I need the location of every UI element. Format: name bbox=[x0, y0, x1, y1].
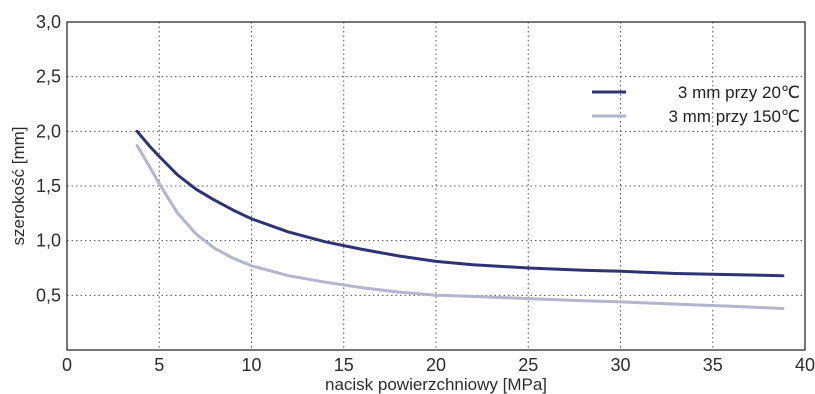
legend-label-20c: 3 mm przy 20℃ bbox=[678, 83, 800, 102]
grid-lines bbox=[67, 22, 805, 350]
x-tick-label: 0 bbox=[62, 355, 72, 375]
plot-frame bbox=[66, 21, 806, 351]
series-line-1 bbox=[135, 144, 785, 310]
y-tick-label: 2,0 bbox=[36, 121, 61, 141]
y-axis-ticks: 0,5 1,0 1,5 2,0 2,5 3,0 bbox=[36, 12, 61, 305]
legend-label-150c: 3 mm przy 150℃ bbox=[668, 107, 800, 126]
series-line-0 bbox=[135, 129, 785, 278]
x-tick-label: 20 bbox=[426, 355, 446, 375]
x-tick-label: 5 bbox=[154, 355, 164, 375]
y-tick-label: 2,5 bbox=[36, 67, 61, 87]
y-tick-label: 1,0 bbox=[36, 231, 61, 251]
x-tick-label: 30 bbox=[610, 355, 630, 375]
x-tick-label: 10 bbox=[241, 355, 261, 375]
series-lines bbox=[135, 129, 785, 310]
x-tick-label: 15 bbox=[334, 355, 354, 375]
x-axis-ticks: 0 5 10 15 20 25 30 35 40 bbox=[62, 355, 815, 375]
y-tick-label: 3,0 bbox=[36, 12, 61, 32]
x-tick-label: 25 bbox=[518, 355, 538, 375]
x-axis-label: nacisk powierzchniowy [MPa] bbox=[325, 375, 547, 394]
x-tick-label: 40 bbox=[795, 355, 815, 375]
legend: 3 mm przy 20℃ 3 mm przy 150℃ bbox=[592, 83, 800, 126]
y-axis-label: szerokość [mm] bbox=[9, 126, 28, 245]
x-tick-label: 35 bbox=[703, 355, 723, 375]
y-tick-label: 1,5 bbox=[36, 176, 61, 196]
y-tick-label: 0,5 bbox=[36, 285, 61, 305]
